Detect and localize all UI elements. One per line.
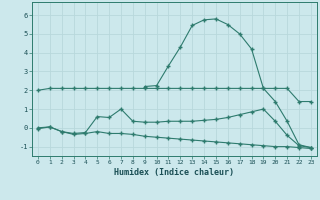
X-axis label: Humidex (Indice chaleur): Humidex (Indice chaleur): [115, 168, 234, 177]
